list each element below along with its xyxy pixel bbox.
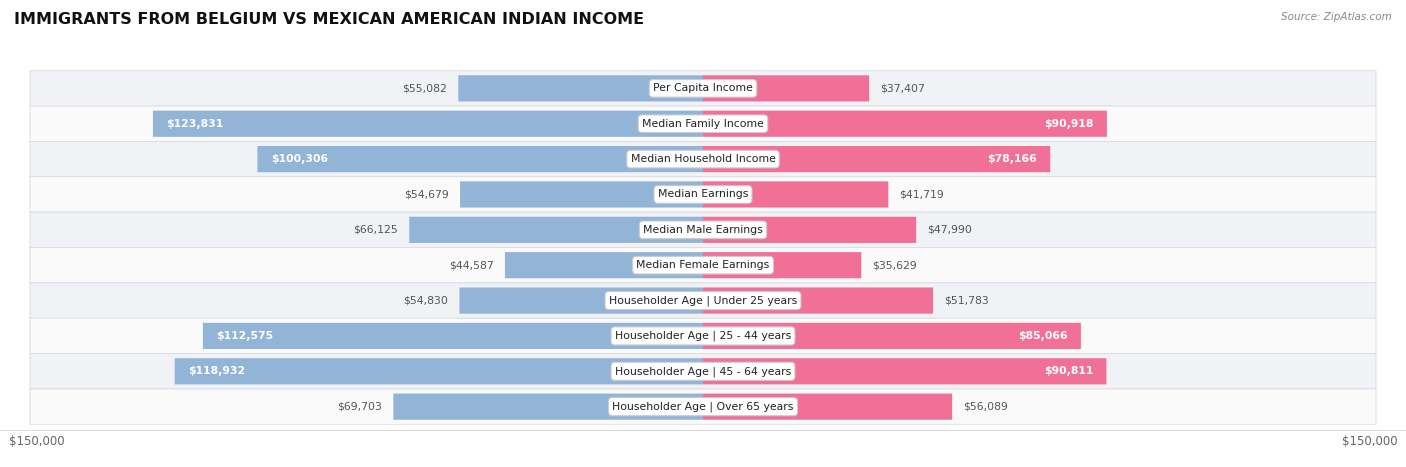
Text: Householder Age | 45 - 64 years: Householder Age | 45 - 64 years	[614, 366, 792, 376]
Text: $54,679: $54,679	[405, 190, 449, 199]
Text: $66,125: $66,125	[353, 225, 398, 235]
FancyBboxPatch shape	[30, 106, 1376, 142]
Text: $47,990: $47,990	[928, 225, 972, 235]
FancyBboxPatch shape	[30, 177, 1376, 212]
FancyBboxPatch shape	[703, 217, 917, 243]
FancyBboxPatch shape	[30, 283, 1376, 318]
FancyBboxPatch shape	[30, 389, 1376, 425]
Text: Median Household Income: Median Household Income	[630, 154, 776, 164]
FancyBboxPatch shape	[458, 75, 703, 101]
Text: Median Family Income: Median Family Income	[643, 119, 763, 129]
FancyBboxPatch shape	[703, 288, 934, 314]
FancyBboxPatch shape	[30, 142, 1376, 177]
Text: $55,082: $55,082	[402, 84, 447, 93]
Text: $90,918: $90,918	[1045, 119, 1094, 129]
FancyBboxPatch shape	[30, 248, 1376, 283]
FancyBboxPatch shape	[703, 323, 1081, 349]
Text: $90,811: $90,811	[1043, 366, 1092, 376]
Text: $41,719: $41,719	[900, 190, 945, 199]
FancyBboxPatch shape	[174, 358, 703, 384]
Text: $112,575: $112,575	[217, 331, 273, 341]
FancyBboxPatch shape	[30, 212, 1376, 248]
FancyBboxPatch shape	[30, 318, 1376, 354]
Text: $54,830: $54,830	[404, 296, 449, 305]
FancyBboxPatch shape	[460, 288, 703, 314]
Text: $85,066: $85,066	[1018, 331, 1067, 341]
FancyBboxPatch shape	[30, 71, 1376, 106]
FancyBboxPatch shape	[409, 217, 703, 243]
FancyBboxPatch shape	[703, 146, 1050, 172]
Text: Median Female Earnings: Median Female Earnings	[637, 260, 769, 270]
Text: $51,783: $51,783	[945, 296, 988, 305]
FancyBboxPatch shape	[703, 358, 1107, 384]
FancyBboxPatch shape	[505, 252, 703, 278]
Text: $78,166: $78,166	[987, 154, 1036, 164]
Text: $44,587: $44,587	[449, 260, 494, 270]
Text: Median Earnings: Median Earnings	[658, 190, 748, 199]
Text: $56,089: $56,089	[963, 402, 1008, 411]
FancyBboxPatch shape	[460, 181, 703, 207]
Text: $37,407: $37,407	[880, 84, 925, 93]
FancyBboxPatch shape	[153, 111, 703, 137]
FancyBboxPatch shape	[703, 111, 1107, 137]
Text: Householder Age | 25 - 44 years: Householder Age | 25 - 44 years	[614, 331, 792, 341]
Text: $123,831: $123,831	[166, 119, 224, 129]
Text: Source: ZipAtlas.com: Source: ZipAtlas.com	[1281, 12, 1392, 21]
Text: Householder Age | Under 25 years: Householder Age | Under 25 years	[609, 295, 797, 306]
Text: $118,932: $118,932	[188, 366, 245, 376]
Text: $69,703: $69,703	[337, 402, 382, 411]
FancyBboxPatch shape	[703, 75, 869, 101]
FancyBboxPatch shape	[703, 394, 952, 420]
Text: Median Male Earnings: Median Male Earnings	[643, 225, 763, 235]
Text: $100,306: $100,306	[271, 154, 328, 164]
Text: Householder Age | Over 65 years: Householder Age | Over 65 years	[612, 402, 794, 412]
FancyBboxPatch shape	[202, 323, 703, 349]
FancyBboxPatch shape	[30, 354, 1376, 389]
Text: IMMIGRANTS FROM BELGIUM VS MEXICAN AMERICAN INDIAN INCOME: IMMIGRANTS FROM BELGIUM VS MEXICAN AMERI…	[14, 12, 644, 27]
FancyBboxPatch shape	[394, 394, 703, 420]
FancyBboxPatch shape	[257, 146, 703, 172]
Text: $35,629: $35,629	[872, 260, 917, 270]
Text: Per Capita Income: Per Capita Income	[652, 84, 754, 93]
FancyBboxPatch shape	[703, 181, 889, 207]
FancyBboxPatch shape	[703, 252, 862, 278]
